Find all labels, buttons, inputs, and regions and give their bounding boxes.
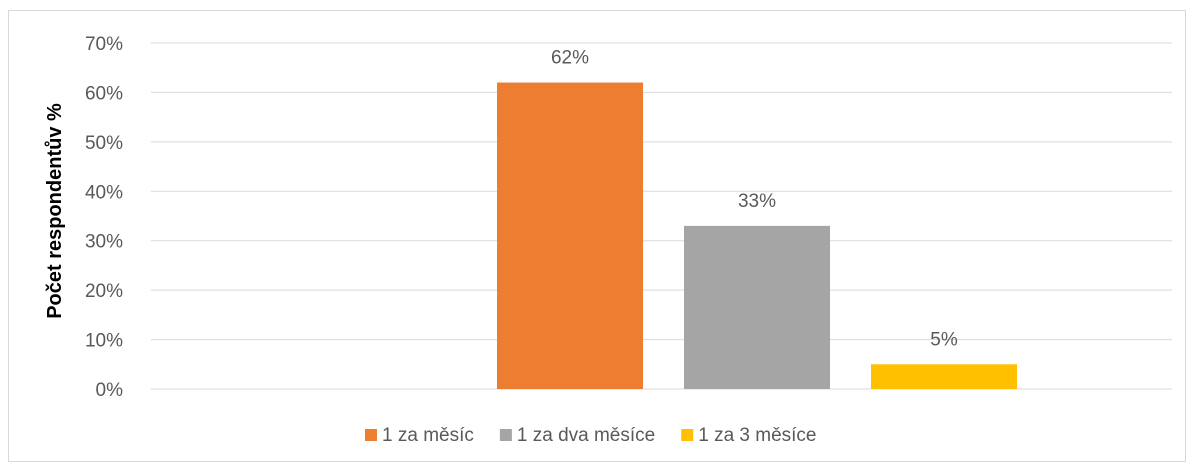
bars [497, 82, 1017, 390]
bar [684, 225, 830, 389]
legend-label: 1 za dva měsíce [517, 425, 655, 446]
data-label: 62% [551, 48, 589, 69]
chart-frame: 0% 10% 20% 30% 40% 50% 60% 70% Počet respondent… [8, 10, 1186, 462]
y-tick-label: 50% [85, 133, 123, 154]
legend-swatch [365, 429, 377, 441]
y-tick-label: 30% [85, 232, 123, 253]
gridlines [151, 42, 1172, 390]
y-tick-label: 0% [96, 380, 124, 401]
bar [871, 364, 1017, 389]
legend: 1 za měsíc 1 za dva měsíce 1 za 3 měsíce [365, 425, 817, 446]
y-tick-label: 60% [85, 83, 123, 104]
legend-swatch [499, 429, 512, 441]
y-tick-label: 20% [85, 281, 123, 302]
data-label: 33% [738, 191, 776, 212]
y-tick-label: 40% [85, 182, 123, 203]
bar [497, 82, 643, 390]
legend-label: 1 za měsíc [382, 425, 474, 446]
legend-swatch [681, 429, 694, 441]
y-axis-ticks: 0% 10% 20% 30% 40% 50% 60% 70% [85, 34, 123, 401]
bar-chart: 0% 10% 20% 30% 40% 50% 60% 70% Počet respondent… [44, 34, 1172, 446]
data-labels: 62% 33% 5% [551, 48, 958, 351]
y-tick-label: 70% [85, 34, 123, 55]
y-axis-label: Počet respondentův % [44, 103, 66, 319]
y-tick-label: 10% [85, 331, 123, 352]
data-label: 5% [930, 329, 958, 350]
legend-label: 1 za 3 měsíce [698, 425, 816, 446]
